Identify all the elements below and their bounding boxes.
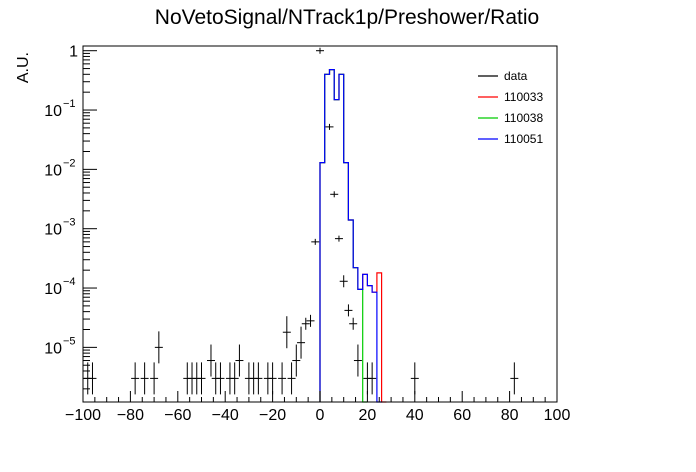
legend-label-110033: 110033	[504, 90, 543, 104]
y-axis: 10 −510 −410 −310 −210 −11	[44, 44, 97, 390]
data-point	[368, 362, 377, 395]
x-tick-label: −100	[65, 407, 101, 424]
legend: data 110033 110038 110051	[478, 69, 543, 146]
data-point	[410, 362, 419, 395]
data-point	[311, 238, 320, 245]
data-point	[301, 317, 310, 330]
data-point	[325, 123, 334, 130]
data-point	[339, 275, 348, 288]
data-point	[344, 304, 353, 317]
data-point	[282, 316, 291, 349]
data-point	[216, 362, 225, 395]
x-tick-label: 80	[501, 407, 519, 424]
legend-label-110038: 110038	[504, 111, 543, 125]
data-point	[230, 362, 239, 395]
data-points-layer	[83, 47, 519, 395]
x-axis: −100 −80 −60 −40 −20 0 20 40 60 80 100	[65, 391, 570, 424]
y-tick-exponent: −2	[63, 157, 76, 169]
x-tick-label: −40	[212, 407, 239, 424]
series-line-110051	[319, 69, 382, 403]
x-tick-label: 20	[359, 407, 377, 424]
y-tick-exponent: −4	[63, 276, 76, 288]
y-tick-exponent: −1	[63, 98, 76, 110]
y-tick-label: 10	[44, 340, 62, 357]
y-tick-label: 10	[44, 103, 62, 120]
x-tick-label: 0	[316, 407, 325, 424]
data-point	[268, 362, 277, 395]
y-tick-label: 1	[69, 44, 78, 61]
mc-series-layer	[319, 69, 387, 403]
data-point	[334, 235, 343, 242]
data-point	[278, 362, 287, 395]
legend-label-data: data	[504, 69, 528, 83]
data-point	[287, 362, 296, 395]
data-point	[150, 362, 159, 395]
y-tick-label: 10	[44, 222, 62, 239]
data-point	[510, 362, 519, 395]
data-point	[131, 362, 140, 395]
x-tick-label: 100	[544, 407, 571, 424]
y-tick-exponent: −5	[63, 335, 76, 347]
data-point	[330, 191, 339, 198]
y-tick-label: 10	[44, 281, 62, 298]
x-tick-label: 40	[406, 407, 424, 424]
data-point	[292, 344, 301, 377]
data-point	[154, 331, 163, 364]
data-point	[349, 317, 358, 330]
data-point	[140, 362, 149, 395]
chart-title: NoVetoSignal/NTrack1p/Preshower/Ratio	[155, 6, 539, 29]
x-tick-label: −80	[117, 407, 144, 424]
data-point	[297, 326, 306, 359]
data-point	[306, 314, 315, 327]
y-tick-exponent: −3	[63, 217, 76, 229]
x-tick-label: −60	[164, 407, 191, 424]
data-point	[254, 362, 263, 395]
y-axis-label: A.U.	[15, 52, 32, 83]
data-point	[206, 344, 215, 377]
data-point	[235, 344, 244, 377]
data-point	[197, 362, 206, 395]
x-tick-label: 60	[453, 407, 471, 424]
legend-label-110051: 110051	[504, 132, 543, 146]
data-point	[353, 344, 362, 377]
data-point	[316, 47, 324, 54]
y-tick-label: 10	[44, 162, 62, 179]
x-tick-label: −20	[259, 407, 286, 424]
